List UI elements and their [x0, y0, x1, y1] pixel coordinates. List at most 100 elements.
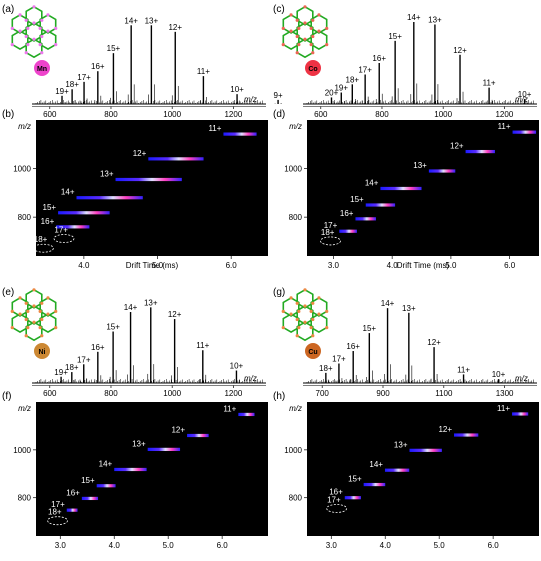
im-spot: [238, 412, 255, 417]
im-y-tick-label: 800: [289, 494, 303, 503]
im-spot-label: 13+: [132, 439, 146, 448]
ms-peak-label: 9+: [274, 91, 283, 100]
ms-panel-letter: (a): [2, 4, 14, 15]
ms-x-axis-label: m/z: [515, 374, 528, 383]
im-spot-label: 14+: [99, 459, 113, 468]
metal-label: Co: [308, 66, 317, 73]
im-x-tick-label: 4.0: [380, 541, 392, 550]
im-circle-label: 18+: [321, 228, 335, 237]
im-spot: [380, 186, 422, 191]
im-x-tick-label: 3.0: [55, 541, 67, 550]
im-x-tick-label: 6.0: [504, 261, 516, 270]
im-circle-label: 18+: [48, 508, 62, 517]
ms-x-tick-label: 800: [104, 389, 118, 398]
im-spot: [384, 468, 410, 472]
ms-peak-label: 15+: [107, 44, 121, 53]
im-x-tick-label: 4.0: [78, 261, 90, 270]
im-spot: [454, 433, 479, 437]
mof-structure-icon: [10, 288, 58, 342]
ms-panel-letter: (e): [2, 287, 14, 298]
im-spot-label: 13+: [413, 161, 427, 170]
im-spot-label: 12+: [133, 149, 147, 158]
im-spot: [223, 132, 257, 136]
metal-label: Ni: [39, 349, 46, 356]
ms-peak-label: 14+: [124, 303, 138, 312]
im-plot-area: [36, 120, 268, 256]
im-spot-label: 13+: [100, 170, 114, 179]
im-x-tick-label: 5.0: [445, 261, 457, 270]
ms-peak-label: 17+: [358, 65, 372, 74]
ms-peak-label: 12+: [453, 46, 467, 55]
ms-peak-label: 12+: [168, 23, 182, 32]
im-spot: [114, 467, 147, 472]
im-panel-letter: (h): [273, 391, 285, 402]
im-panel-letter: (b): [2, 109, 14, 120]
im-plot-area: [36, 402, 268, 536]
ms-peak-label: 14+: [124, 16, 138, 25]
ms-x-tick-label: 1300: [496, 389, 514, 398]
ms-peak-label: 19+: [54, 368, 68, 377]
ms-peak-label: 11+: [196, 341, 209, 350]
ms-peak-label: 17+: [332, 355, 346, 364]
im-spot-label: 17+: [51, 500, 65, 509]
ms-peak-label: 12+: [427, 338, 441, 347]
im-x-tick-label: 5.0: [152, 261, 164, 270]
ms-baseline-noise: [35, 100, 263, 104]
mof-structure-icon: [281, 5, 329, 59]
ms-peak-label: 13+: [402, 304, 416, 313]
ms-peak-label: 19+: [334, 84, 348, 93]
ms-peak-label: 11+: [457, 365, 470, 374]
im-spot: [66, 508, 78, 512]
im-dashed-circle: [326, 504, 348, 513]
im-y-tick-label: 800: [18, 494, 32, 503]
im-circle-label: 17+: [54, 226, 68, 235]
im-spot-label: 11+: [497, 404, 510, 413]
im-spot-label: 16+: [340, 209, 354, 218]
im-spot: [115, 177, 182, 182]
ms-x-tick-label: 1000: [434, 110, 452, 119]
ms-x-tick-label: 600: [314, 110, 328, 119]
im-spot: [365, 203, 396, 207]
ms-peak-label: 10+: [518, 90, 532, 99]
ms-peak-label: 19+: [55, 87, 69, 96]
im-spot-label: 14+: [365, 178, 379, 187]
im-y-axis-label: m/z: [289, 122, 302, 131]
im-y-tick-label: 1000: [284, 446, 302, 455]
ms-peak-label: 20+: [325, 88, 339, 97]
im-spot-label: 13+: [394, 440, 408, 449]
im-spot: [148, 157, 204, 161]
metal-badge: [34, 60, 50, 76]
ms-panel-letter: (g): [273, 287, 285, 298]
ms-x-tick-label: 800: [104, 110, 118, 119]
ms-peak-label: 16+: [346, 342, 360, 351]
im-spot-label: 15+: [348, 475, 362, 484]
im-spot: [512, 412, 529, 416]
ms-peak-label: 16+: [91, 343, 105, 352]
im-spot: [76, 196, 143, 200]
im-y-axis-label: m/z: [289, 404, 302, 413]
ms-peak-label: 13+: [145, 16, 159, 25]
im-y-tick-label: 1000: [13, 446, 31, 455]
metal-badge: [34, 343, 50, 359]
ms-x-tick-label: 600: [43, 110, 57, 119]
im-x-axis-label: Drift Time (ms): [126, 261, 179, 270]
im-dashed-circle: [47, 516, 68, 526]
im-spot-label: 15+: [43, 203, 57, 212]
ms-peak-label: 15+: [363, 324, 377, 333]
im-spot-label: 16+: [66, 488, 80, 497]
ms-peak-label: 10+: [230, 85, 244, 94]
im-x-tick-label: 4.0: [387, 261, 399, 270]
im-spot-label: 12+: [171, 426, 185, 435]
im-spot: [363, 482, 386, 487]
im-spot: [187, 433, 209, 438]
im-spot: [339, 229, 357, 233]
im-circle-label: 17+: [327, 495, 341, 504]
metal-badge: [305, 343, 321, 359]
im-spot: [96, 484, 116, 488]
im-spot-label: 14+: [369, 460, 383, 469]
ms-peak-label: 18+: [65, 363, 79, 372]
im-spot: [512, 130, 537, 134]
